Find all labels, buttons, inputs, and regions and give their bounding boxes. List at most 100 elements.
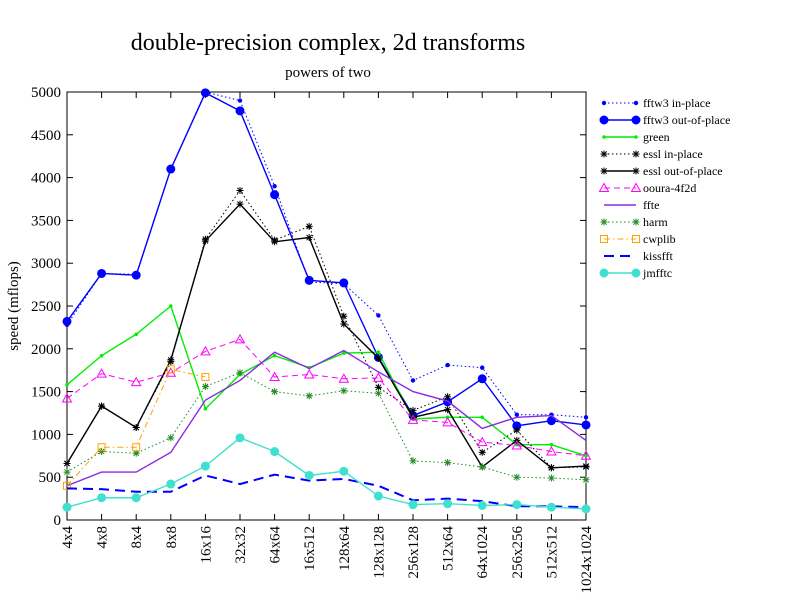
- series-line: [66, 473, 587, 509]
- series-line: [66, 368, 206, 487]
- data-point: [600, 235, 608, 243]
- data-point: [599, 268, 609, 278]
- data-point: [632, 235, 640, 243]
- y-tick-label: 2500: [31, 299, 61, 315]
- data-point: [478, 463, 486, 471]
- data-point: [236, 200, 244, 208]
- x-tick-label: 512x64: [441, 526, 457, 572]
- data-point: [339, 278, 349, 288]
- data-point: [201, 382, 209, 390]
- x-tick-label: 4x8: [95, 526, 111, 549]
- series-fftw3-out-of-place: [62, 88, 591, 431]
- data-point: [477, 374, 487, 384]
- data-point: [599, 115, 609, 125]
- x-axis: 4x4 4x8 8x4 8x8 16x16 32x32 64x64 16x512 128x64 1…: [60, 92, 595, 594]
- data-point: [165, 367, 177, 377]
- data-point: [96, 368, 107, 378]
- data-point: [303, 368, 315, 379]
- data-point: [167, 434, 175, 442]
- data-point: [600, 150, 608, 158]
- data-point: [305, 234, 313, 242]
- x-tick-label: 16x16: [198, 526, 214, 564]
- data-point: [132, 424, 140, 432]
- data-point: [235, 106, 245, 116]
- data-point: [271, 388, 279, 396]
- data-point: [582, 476, 590, 484]
- data-point: [549, 442, 554, 447]
- data-point: [513, 473, 521, 481]
- data-point: [62, 316, 72, 326]
- x-tick-label: 128x128: [371, 526, 387, 579]
- plot-frame: [66, 91, 587, 521]
- legend-label: harm: [643, 215, 668, 229]
- y-tick-label: 0: [54, 513, 62, 529]
- data-point: [373, 372, 384, 382]
- data-point: [374, 389, 382, 397]
- data-point: [271, 238, 279, 246]
- data-point: [131, 493, 141, 503]
- series-line: [66, 349, 587, 487]
- data-point: [374, 354, 382, 362]
- data-point: [132, 443, 141, 452]
- data-point: [443, 499, 453, 509]
- data-point: [512, 500, 522, 510]
- data-point: [582, 462, 590, 470]
- data-point: [200, 461, 210, 471]
- data-point: [97, 443, 106, 452]
- legend-label: essl in-place: [643, 147, 703, 161]
- x-tick-label: 32x32: [233, 526, 249, 564]
- data-point: [201, 373, 210, 382]
- data-point: [272, 353, 277, 358]
- x-tick-label: 8x4: [129, 526, 145, 549]
- data-point: [442, 416, 453, 427]
- x-tick-label: 64x1024: [475, 526, 491, 579]
- data-point: [514, 412, 519, 417]
- data-point: [480, 365, 485, 370]
- data-point: [166, 164, 176, 174]
- legend-label: kissfft: [643, 249, 673, 263]
- data-point: [200, 345, 211, 356]
- data-point: [444, 406, 452, 414]
- legend: fftw3 in-place fftw3 out-of-place green ess…: [598, 96, 730, 280]
- data-point: [600, 218, 608, 226]
- x-tick-label: 512x512: [544, 526, 560, 579]
- y-tick-label: 1500: [31, 385, 61, 401]
- data-point: [167, 356, 175, 364]
- data-point: [602, 135, 606, 139]
- data-point: [305, 392, 313, 400]
- legend-label: essl out-of-place: [643, 164, 723, 178]
- legend-label: cwplib: [643, 232, 676, 246]
- data-point: [410, 378, 416, 383]
- y-tick-label: 5000: [31, 85, 61, 101]
- data-point: [132, 449, 140, 457]
- series-ffte: [66, 349, 587, 487]
- data-point: [546, 446, 557, 456]
- data-point: [235, 433, 245, 443]
- data-point: [62, 502, 72, 512]
- x-tick-label: 16x512: [302, 526, 318, 571]
- data-point: [376, 313, 381, 318]
- data-point: [65, 382, 69, 387]
- x-tick-label: 256x256: [510, 526, 526, 579]
- data-point: [444, 459, 452, 467]
- data-point: [304, 275, 314, 285]
- data-point: [632, 218, 640, 226]
- data-point: [407, 414, 419, 424]
- data-point: [61, 392, 73, 403]
- y-axis-label: speed (mflops): [6, 261, 22, 351]
- data-point: [236, 186, 244, 194]
- data-point: [234, 333, 246, 344]
- data-point: [546, 416, 556, 426]
- data-point: [374, 383, 382, 391]
- data-point: [169, 304, 173, 308]
- data-point: [478, 448, 486, 456]
- data-point: [583, 415, 589, 420]
- data-point: [632, 167, 640, 175]
- data-point: [630, 182, 642, 192]
- y-tick-label: 500: [39, 470, 62, 486]
- data-point: [340, 320, 348, 328]
- data-point: [203, 406, 208, 411]
- data-point: [166, 365, 175, 374]
- data-point: [97, 493, 107, 503]
- y-tick-label: 4000: [31, 171, 61, 187]
